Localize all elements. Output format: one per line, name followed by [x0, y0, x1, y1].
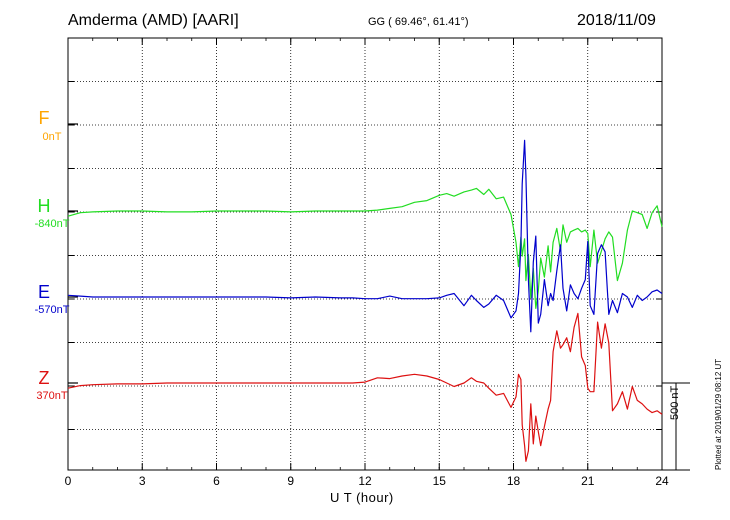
geographic-coordinates: GG ( 69.46°, 61.41°)	[368, 16, 469, 28]
grid-lines	[68, 38, 662, 470]
component-label-e: E	[37, 282, 50, 302]
chart-date: 2018/11/09	[577, 12, 656, 29]
x-tick-label: 3	[138, 474, 146, 488]
component-label-f: F	[38, 108, 50, 128]
baseline-label-f: 0nT	[42, 131, 62, 143]
x-tick-label: 12	[358, 474, 372, 488]
series-line-h	[67, 187, 663, 309]
x-tick-label: 21	[581, 474, 595, 488]
baseline-label-z: 370nT	[36, 390, 68, 402]
x-tick-label: 18	[506, 474, 521, 488]
station-name: Amderma (AMD) [AARI]	[68, 12, 239, 29]
baseline-markers	[68, 123, 78, 384]
x-tick-label: 24	[655, 474, 669, 488]
x-axis-label: U T (hour)	[330, 490, 394, 505]
baseline-label-h: -840nT	[34, 218, 70, 230]
series-line-e	[67, 139, 663, 333]
component-label-h: H	[37, 196, 51, 216]
x-tick-label: 0	[64, 474, 72, 488]
series-line-z	[67, 312, 663, 462]
scale-bar-label: 500 nT	[669, 385, 681, 420]
x-tick-label: 9	[287, 474, 295, 488]
component-label-z: Z	[38, 368, 50, 388]
baseline-label-e: -570nT	[34, 304, 70, 316]
plotted-at-note: Plotted at 2019/01/29 08:12 UT	[714, 358, 723, 470]
series-lines	[67, 139, 663, 462]
scale-bar	[662, 382, 690, 471]
x-tick-label: 15	[432, 474, 446, 488]
x-tick-label: 6	[213, 474, 220, 488]
